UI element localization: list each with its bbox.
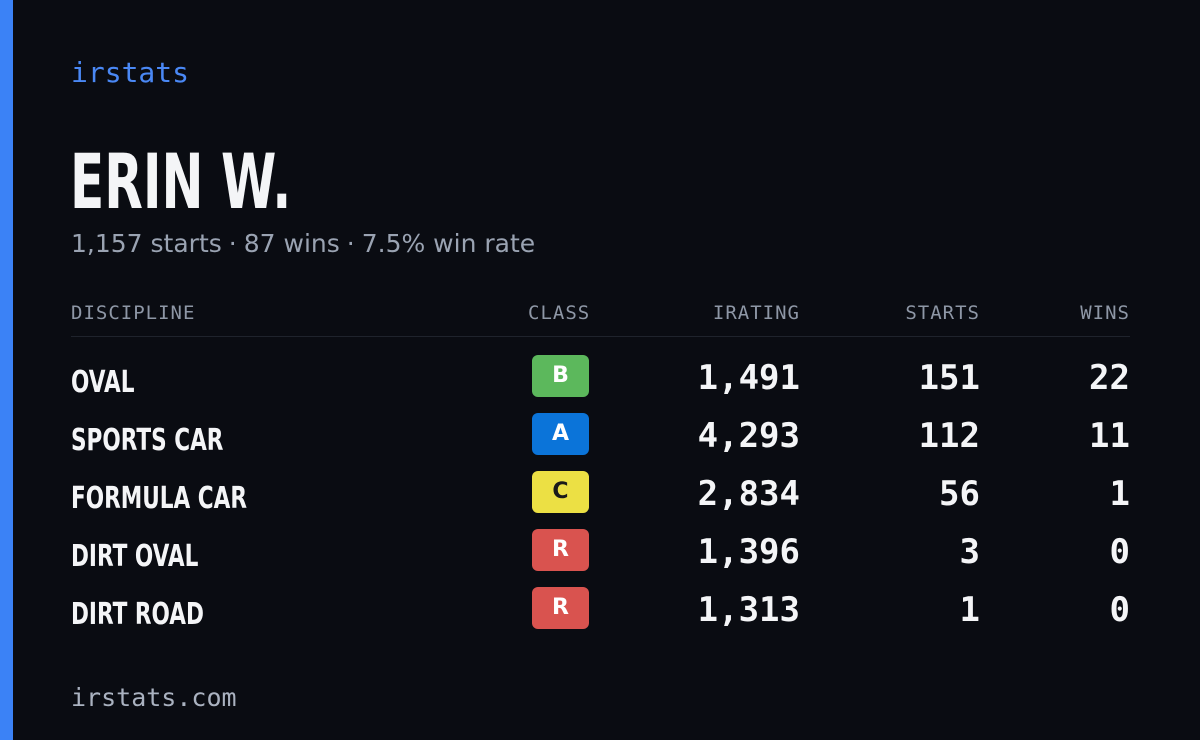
table-row: OVAL B 1,491 151 22 [71, 355, 1130, 413]
summary-starts: 1,157 starts [71, 229, 222, 258]
header-irating: IRATING [712, 302, 800, 324]
discipline-stats-table: DISCIPLINE CLASS IRATING STARTS WINS OVA… [71, 296, 1130, 645]
summary-win-rate: 7.5% win rate [361, 229, 536, 258]
table-row: FORMULA CAR C 2,834 56 1 [71, 471, 1130, 529]
class-badge: B [532, 355, 589, 397]
summary-separator: · [228, 229, 237, 258]
irating-value: 1,491 [697, 358, 800, 398]
table-row: SPORTS CAR A 4,293 112 11 [71, 413, 1130, 471]
starts-value: 112 [918, 416, 980, 456]
irating-value: 1,313 [697, 590, 800, 630]
summary-wins: 87 wins [243, 229, 340, 258]
brand-logo-text: irstats [71, 56, 190, 89]
footer-url: irstats.com [71, 683, 237, 712]
header-wins: WINS [1080, 302, 1130, 324]
class-badge: R [532, 529, 589, 571]
header-class: CLASS [528, 302, 591, 324]
wins-value: 1 [1109, 474, 1130, 514]
table-body: OVAL B 1,491 151 22 SPORTS CAR A 4,293 112 11 FORM… [71, 355, 1130, 645]
discipline-name: DIRT OVAL [71, 539, 199, 574]
accent-bar [0, 0, 13, 740]
wins-value: 0 [1109, 532, 1130, 572]
summary-separator: · [346, 229, 355, 258]
wins-value: 0 [1109, 590, 1130, 630]
discipline-name: DIRT ROAD [71, 597, 204, 632]
discipline-name: OVAL [71, 365, 135, 400]
table-row: DIRT ROAD R 1,313 1 0 [71, 587, 1130, 645]
class-badge: R [532, 587, 589, 629]
irating-value: 1,396 [697, 532, 800, 572]
driver-summary: 1,157 starts · 87 wins · 7.5% win rate [71, 228, 535, 260]
starts-value: 3 [959, 532, 980, 572]
header-starts: STARTS [905, 302, 980, 324]
table-header: DISCIPLINE CLASS IRATING STARTS WINS [71, 296, 1130, 337]
starts-value: 151 [918, 358, 980, 398]
driver-name: ERIN W. [70, 137, 292, 226]
wins-value: 11 [1089, 416, 1130, 456]
starts-value: 56 [939, 474, 980, 514]
discipline-name: FORMULA CAR [71, 481, 247, 516]
irating-value: 4,293 [697, 416, 800, 456]
wins-value: 22 [1089, 358, 1130, 398]
irating-value: 2,834 [697, 474, 800, 514]
discipline-name: SPORTS CAR [71, 423, 224, 458]
starts-value: 1 [959, 590, 980, 630]
table-row: DIRT OVAL R 1,396 3 0 [71, 529, 1130, 587]
class-badge: A [532, 413, 589, 455]
class-badge: C [532, 471, 589, 513]
header-discipline: DISCIPLINE [71, 302, 196, 324]
